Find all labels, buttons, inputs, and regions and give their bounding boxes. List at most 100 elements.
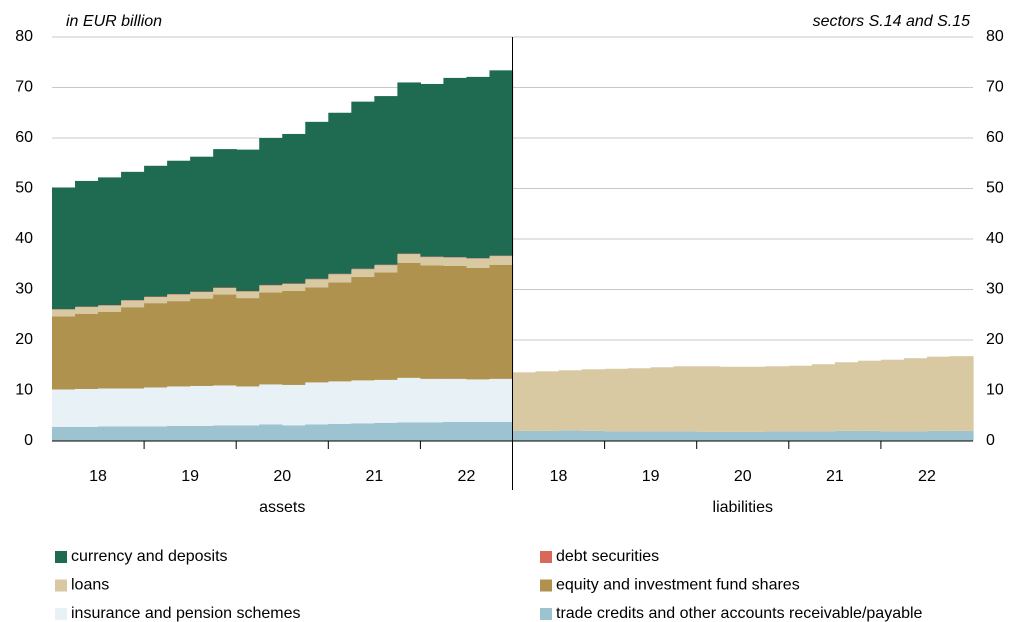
area-step (420, 257, 445, 266)
area-step (282, 283, 306, 284)
area-step (650, 431, 675, 441)
area-step (466, 379, 491, 422)
area-step (213, 287, 237, 288)
area-step (52, 426, 76, 441)
area-step (282, 291, 306, 385)
area-step (466, 267, 491, 380)
y-tick-label-right: 20 (986, 331, 1004, 348)
area-step (75, 388, 99, 427)
x-tick-label: 21 (826, 468, 844, 485)
area-step (305, 279, 329, 288)
area-step (903, 431, 928, 441)
area-step (351, 101, 375, 269)
area-step (742, 431, 767, 441)
area-step (926, 430, 951, 441)
area-step (305, 278, 329, 280)
area-step (190, 291, 214, 293)
area-step (144, 297, 168, 304)
area-step (351, 423, 375, 441)
area-step (75, 307, 99, 314)
area-step (535, 371, 560, 431)
area-step (742, 366, 767, 432)
area-step (328, 423, 352, 441)
y-tick-label-left: 30 (15, 281, 33, 298)
area-step (282, 133, 306, 284)
x-tick-label: 18 (89, 468, 107, 485)
area-step (75, 180, 99, 307)
area-step (259, 284, 283, 286)
area-step (374, 422, 398, 441)
area-step (811, 364, 836, 432)
y-tick-label-right: 0 (986, 432, 995, 449)
area-step (351, 276, 375, 381)
area-step (167, 301, 191, 387)
legend-label: insurance and pension schemes (71, 605, 300, 622)
area-step (420, 83, 445, 257)
area-step (696, 431, 721, 441)
y-tick-label-left: 70 (15, 79, 33, 96)
area-step (673, 366, 698, 432)
area-step (328, 282, 352, 382)
area-step (167, 294, 191, 295)
area-step (52, 187, 76, 310)
area-step (259, 424, 283, 441)
area-step (121, 300, 145, 308)
legend-swatch (55, 579, 67, 592)
area-step (121, 171, 145, 301)
area-step (443, 265, 468, 379)
unit-annotation: in EUR billion (66, 13, 162, 30)
area-step (351, 269, 375, 277)
area-step (144, 387, 168, 427)
area-step (190, 292, 214, 299)
area-step (627, 368, 652, 432)
area-step (98, 311, 122, 389)
area-step (443, 257, 468, 258)
area-step (788, 365, 813, 432)
area-step (236, 291, 260, 292)
area-step (144, 303, 168, 388)
legend-label: debt securities (556, 548, 659, 565)
y-tick-label-right: 40 (986, 230, 1004, 247)
area-step (305, 382, 329, 425)
legend-label: equity and investment fund shares (556, 577, 800, 594)
area-step (167, 386, 191, 426)
area-step (98, 426, 122, 441)
area-step (512, 372, 537, 431)
x-tick-label: 22 (458, 468, 476, 485)
y-tick-label-left: 10 (15, 382, 33, 399)
y-tick-label-left: 80 (15, 28, 33, 45)
area-step (949, 356, 974, 431)
area-step (121, 300, 145, 301)
area-step (167, 160, 191, 295)
legend-label: loans (71, 577, 109, 594)
area-step (167, 294, 191, 302)
area-step (236, 149, 260, 292)
area-step (650, 367, 675, 432)
area-step (397, 82, 421, 254)
area-step (558, 370, 583, 431)
area-step (52, 309, 76, 317)
area-step (949, 430, 974, 441)
area-step (673, 431, 698, 441)
sector-annotation: sectors S.14 and S.15 (813, 13, 971, 30)
area-step (121, 388, 145, 427)
area-step (834, 430, 859, 441)
legend-swatch (55, 608, 67, 620)
legend-swatch (540, 551, 552, 563)
area-step (857, 430, 882, 441)
area-step (374, 379, 398, 423)
area-step (627, 431, 652, 441)
panel-label: assets (259, 499, 305, 516)
y-tick-label-right: 50 (986, 180, 1004, 197)
legend-swatch (540, 608, 552, 620)
area-step (328, 112, 352, 274)
y-tick-label-left: 20 (15, 331, 33, 348)
area-step (259, 285, 283, 293)
y-tick-label-right: 30 (986, 281, 1004, 298)
area-step (719, 431, 744, 441)
area-step (466, 258, 491, 268)
area-step (558, 430, 583, 441)
legend-label: trade credits and other accounts receiva… (556, 605, 923, 622)
y-tick-label-right: 70 (986, 79, 1004, 96)
